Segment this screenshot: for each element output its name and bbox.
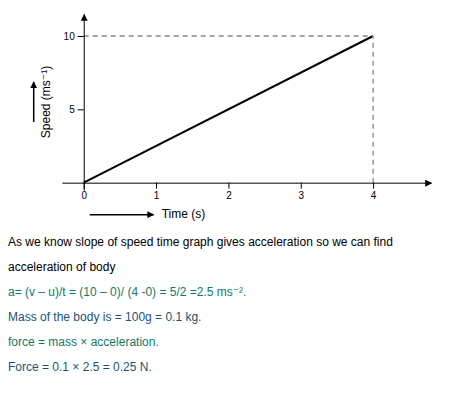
y-tick: 10 — [64, 31, 84, 42]
annotation: force = mass × acceleration. — [8, 335, 159, 349]
y-tick-label: 5 — [69, 104, 75, 115]
x-label-arrow — [90, 214, 154, 216]
line — [84, 36, 373, 183]
x-tick-mark — [373, 183, 374, 189]
y-axis: 5 10 — [64, 15, 85, 191]
x-axis: 0 1 2 3 4 — [63, 183, 432, 201]
y-label-arrow — [33, 82, 35, 122]
y-tick-mark — [78, 36, 84, 37]
dashed-line — [84, 35, 373, 36]
annotation: a= (v – u)/t = (10 – 0)/ (4 -0) = 5/2 =2… — [8, 285, 246, 299]
x-tick-label: 1 — [154, 190, 160, 201]
y-tick: 5 — [69, 104, 84, 115]
x-tick-mark — [301, 183, 302, 189]
x-tick: 2 — [226, 183, 232, 201]
x-axis-line — [63, 183, 432, 184]
y-tick-mark — [78, 109, 84, 110]
x-tick: 1 — [154, 183, 160, 201]
y-axis-line — [84, 15, 85, 191]
chart: 0 1 2 3 4 5 10 Speed (ms⁻¹) Time (s) As we know s… — [0, 0, 451, 396]
dashed-line — [372, 36, 373, 183]
y-axis-title: Speed (ms⁻¹) — [39, 66, 53, 138]
x-tick: 3 — [298, 183, 304, 201]
annotation: As we know slope of speed time graph giv… — [8, 235, 393, 249]
x-tick-label: 0 — [81, 190, 87, 201]
plot-area — [84, 36, 373, 183]
y-tick-label: 10 — [64, 31, 76, 42]
annotation: Force = 0.1 × 2.5 = 0.25 N. — [8, 360, 152, 374]
x-tick-label: 3 — [298, 190, 304, 201]
x-tick: 4 — [371, 183, 377, 201]
x-tick-label: 4 — [371, 190, 377, 201]
x-tick-label: 2 — [226, 190, 232, 201]
x-tick-mark — [156, 183, 157, 189]
annotation: acceleration of body — [8, 260, 115, 274]
x-tick-mark — [228, 183, 229, 189]
annotation: Mass of the body is = 100g = 0.1 kg. — [8, 310, 201, 324]
x-axis-title: Time (s) — [162, 207, 206, 221]
